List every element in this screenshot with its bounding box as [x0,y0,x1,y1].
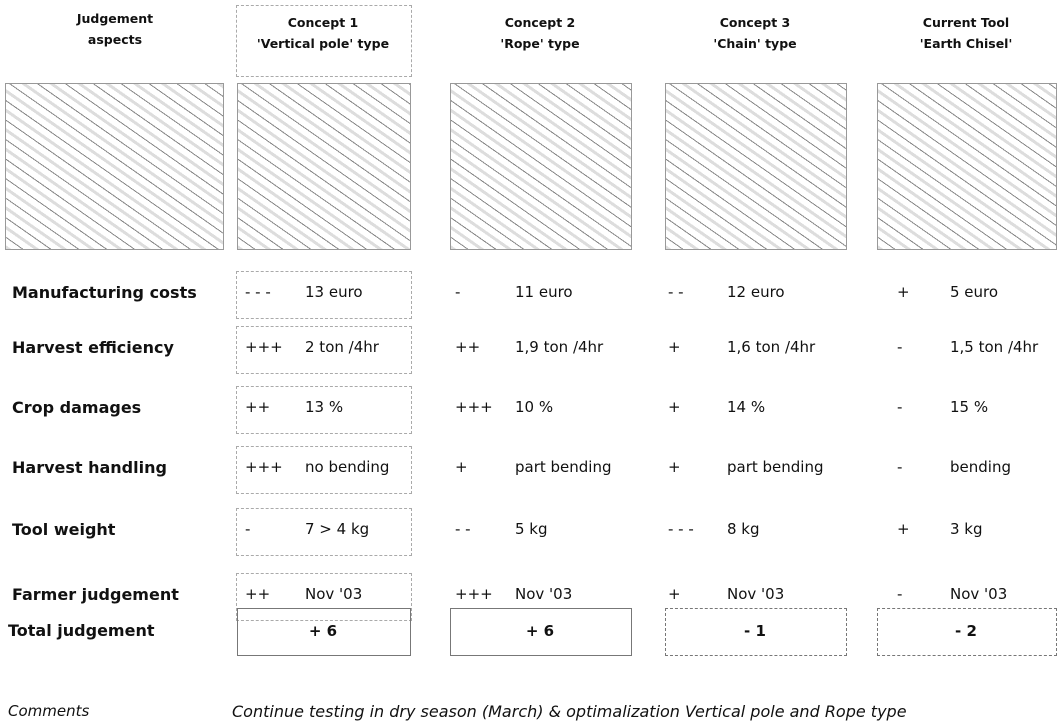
score: - - - [668,520,694,538]
score: + [668,338,681,356]
score: ++ [245,398,270,416]
value: 7 > 4 kg [305,520,369,538]
value: 14 % [727,398,765,416]
value: 2 ton /4hr [305,338,379,356]
value: 12 euro [727,283,785,301]
score: ++ [245,585,270,603]
score: - [897,398,902,416]
score: + [668,585,681,603]
value: 13 euro [305,283,363,301]
header-line: 'Rope' type [440,33,640,54]
photo [665,83,847,250]
value: no bending [305,458,389,476]
value: Nov '03 [727,585,784,603]
score: - [455,283,460,301]
value: 3 kg [950,520,983,538]
total-label: Total judgement [8,621,154,640]
header-line: Judgement [0,8,230,29]
score: + [897,283,910,301]
header-line: 'Chain' type [655,33,855,54]
row-label: Manufacturing costs [12,283,197,302]
value: part bending [727,458,824,476]
comments-label: Comments [8,702,89,720]
header-cell: Current Tool'Earth Chisel' [867,12,1060,54]
value: 1,5 ton /4hr [950,338,1038,356]
header-line: 'Earth Chisel' [867,33,1060,54]
value: 1,6 ton /4hr [727,338,815,356]
photo [5,83,224,250]
comments-text: Continue testing in dry season (March) &… [232,702,907,721]
value: 10 % [515,398,553,416]
header-line: Concept 3 [655,12,855,33]
row-label: Crop damages [12,398,141,417]
row-label: Tool weight [12,520,115,539]
score: + [455,458,468,476]
value: 11 euro [515,283,573,301]
header-line: Current Tool [867,12,1060,33]
score: + [897,520,910,538]
page: JudgementaspectsConcept 1'Vertical pole'… [0,0,1060,728]
total-value: - 1 [665,622,845,640]
value: 8 kg [727,520,760,538]
score: +++ [455,398,493,416]
row-label: Harvest efficiency [12,338,174,357]
total-value: + 6 [237,622,409,640]
photo [450,83,632,250]
total-value: + 6 [450,622,630,640]
score: - [245,520,250,538]
total-value: - 2 [877,622,1055,640]
score: - - [668,283,684,301]
value: bending [950,458,1011,476]
score: - - - [245,283,271,301]
score: - - [455,520,471,538]
value: 1,9 ton /4hr [515,338,603,356]
value: 5 kg [515,520,548,538]
value: part bending [515,458,612,476]
score: +++ [245,338,283,356]
score: ++ [455,338,480,356]
header-line: aspects [0,29,230,50]
value: 15 % [950,398,988,416]
score: + [668,458,681,476]
header-line: Concept 2 [440,12,640,33]
value: Nov '03 [515,585,572,603]
score: +++ [455,585,493,603]
header-cell: Concept 2'Rope' type [440,12,640,54]
value: 5 euro [950,283,998,301]
score: - [897,338,902,356]
column-frame [236,5,412,77]
row-label: Farmer judgement [12,585,179,604]
score: - [897,458,902,476]
header-cell: Concept 3'Chain' type [655,12,855,54]
score: +++ [245,458,283,476]
score: + [668,398,681,416]
row-label: Harvest handling [12,458,167,477]
value: Nov '03 [305,585,362,603]
score: - [897,585,902,603]
value: 13 % [305,398,343,416]
photo [237,83,411,250]
photo [877,83,1057,250]
value: Nov '03 [950,585,1007,603]
